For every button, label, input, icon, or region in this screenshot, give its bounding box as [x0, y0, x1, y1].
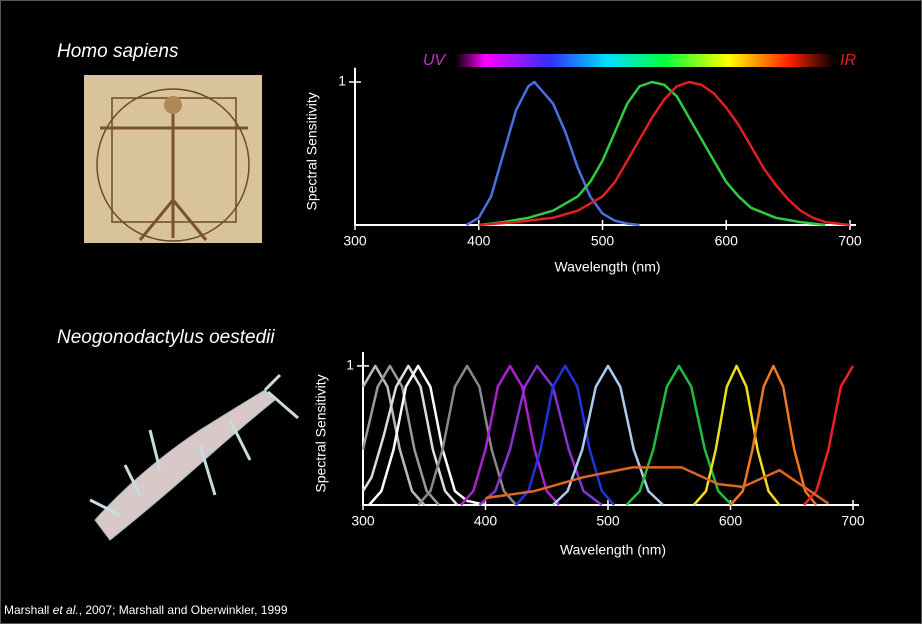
sensitivity-curve	[478, 364, 603, 506]
x-tick-label: 600	[719, 513, 743, 529]
x-tick-label: 400	[474, 513, 498, 529]
x-tick-label: 400	[467, 233, 491, 249]
chart-title: Neogonodactylus oestedii	[57, 327, 275, 348]
spectrum-bar	[455, 54, 835, 67]
sensitivity-curve	[478, 80, 851, 227]
sensitivity-curve	[803, 365, 855, 506]
x-tick-label: 700	[841, 513, 865, 529]
annotation: UV	[423, 52, 447, 69]
citation-part: , 2007; Marshall and Oberwinkler, 1999	[79, 603, 288, 617]
citation: Marshall et al., 2007; Marshall and Ober…	[4, 603, 288, 617]
y-tick-label: 1	[346, 357, 354, 373]
x-tick-label: 500	[591, 233, 615, 249]
x-tick-label: 600	[715, 233, 739, 249]
sensitivity-curve	[460, 364, 560, 506]
sensitivity-curve	[361, 364, 440, 506]
shrimp-image	[89, 373, 299, 541]
sensitivity-curve	[485, 466, 830, 505]
sensitivity-curve	[361, 364, 459, 506]
y-axis-label: Spectral Sensitivity	[313, 374, 329, 492]
y-axis-label: Spectral Sensitivity	[304, 92, 320, 210]
x-axis-label: Wavelength (nm)	[560, 542, 666, 558]
citation-part: Marshall	[4, 603, 53, 617]
x-axis-label: Wavelength (nm)	[554, 259, 660, 275]
y-tick-label: 1	[338, 73, 346, 89]
sensitivity-curve	[465, 80, 640, 227]
sensitivity-curve	[515, 364, 616, 506]
citation-part: et al.	[53, 603, 79, 617]
x-tick-label: 300	[343, 233, 367, 249]
sensitivity-curve	[625, 364, 733, 506]
chart-title: Homo sapiens	[57, 41, 179, 62]
sensitivity-curve	[478, 80, 826, 227]
x-tick-label: 700	[838, 233, 862, 249]
x-tick-label: 300	[351, 513, 375, 529]
sensitivity-curve	[361, 364, 426, 506]
x-tick-label: 500	[596, 513, 620, 529]
annotation: IR	[840, 52, 856, 69]
sensitivity-curve	[368, 364, 486, 507]
vitruvian-image	[84, 75, 262, 243]
sensitivity-curve	[729, 364, 818, 506]
